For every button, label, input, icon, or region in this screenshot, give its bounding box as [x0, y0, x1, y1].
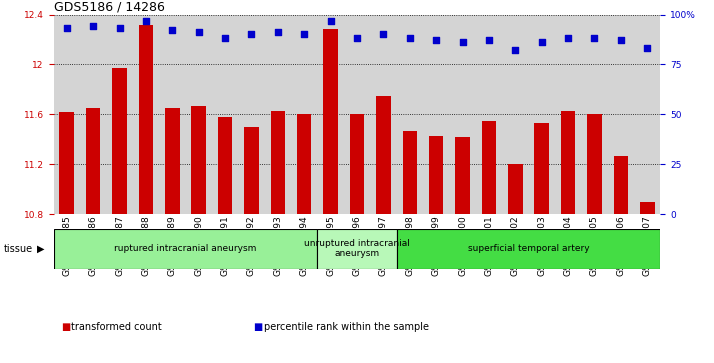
Bar: [508, 164, 523, 214]
Text: tissue: tissue: [4, 244, 33, 254]
Point: [563, 36, 574, 41]
Bar: [165, 108, 179, 214]
Point: [615, 38, 627, 44]
Text: ruptured intracranial aneurysm: ruptured intracranial aneurysm: [114, 244, 256, 253]
Point: [510, 48, 521, 53]
Bar: [376, 95, 391, 214]
Bar: [482, 121, 496, 214]
Bar: [323, 29, 338, 214]
Bar: [318, 229, 396, 269]
Bar: [191, 106, 206, 214]
Point: [378, 32, 389, 37]
Bar: [86, 108, 101, 214]
Bar: [218, 117, 232, 214]
Point: [193, 30, 204, 36]
Bar: [244, 127, 258, 214]
Point: [325, 17, 336, 23]
Bar: [403, 131, 417, 214]
Point: [246, 32, 257, 37]
Bar: [271, 111, 285, 214]
Bar: [587, 114, 602, 214]
Text: unruptured intracranial
aneurysm: unruptured intracranial aneurysm: [304, 239, 410, 258]
Bar: [297, 114, 311, 214]
Point: [431, 38, 442, 44]
Bar: [112, 68, 127, 214]
Point: [87, 24, 99, 29]
Point: [351, 36, 363, 41]
Point: [298, 32, 310, 37]
Point: [536, 40, 548, 45]
Point: [589, 36, 600, 41]
Bar: [59, 112, 74, 214]
Text: ■: ■: [253, 322, 263, 332]
Point: [61, 26, 72, 32]
Point: [642, 46, 653, 52]
Point: [114, 26, 125, 32]
Bar: [396, 229, 660, 269]
Point: [272, 30, 283, 36]
Point: [140, 17, 151, 23]
Point: [166, 28, 178, 33]
Point: [219, 36, 231, 41]
Bar: [54, 229, 318, 269]
Text: GDS5186 / 14286: GDS5186 / 14286: [54, 0, 164, 13]
Text: ▶: ▶: [37, 244, 45, 254]
Bar: [560, 111, 575, 214]
Bar: [350, 114, 364, 214]
Text: transformed count: transformed count: [71, 322, 162, 332]
Bar: [640, 202, 655, 214]
Text: ■: ■: [61, 322, 70, 332]
Bar: [456, 137, 470, 214]
Point: [457, 40, 468, 45]
Bar: [139, 25, 154, 214]
Text: superficial temporal artery: superficial temporal artery: [468, 244, 589, 253]
Text: percentile rank within the sample: percentile rank within the sample: [264, 322, 429, 332]
Point: [404, 36, 416, 41]
Point: [483, 38, 495, 44]
Bar: [613, 155, 628, 214]
Bar: [429, 135, 443, 214]
Bar: [535, 123, 549, 214]
